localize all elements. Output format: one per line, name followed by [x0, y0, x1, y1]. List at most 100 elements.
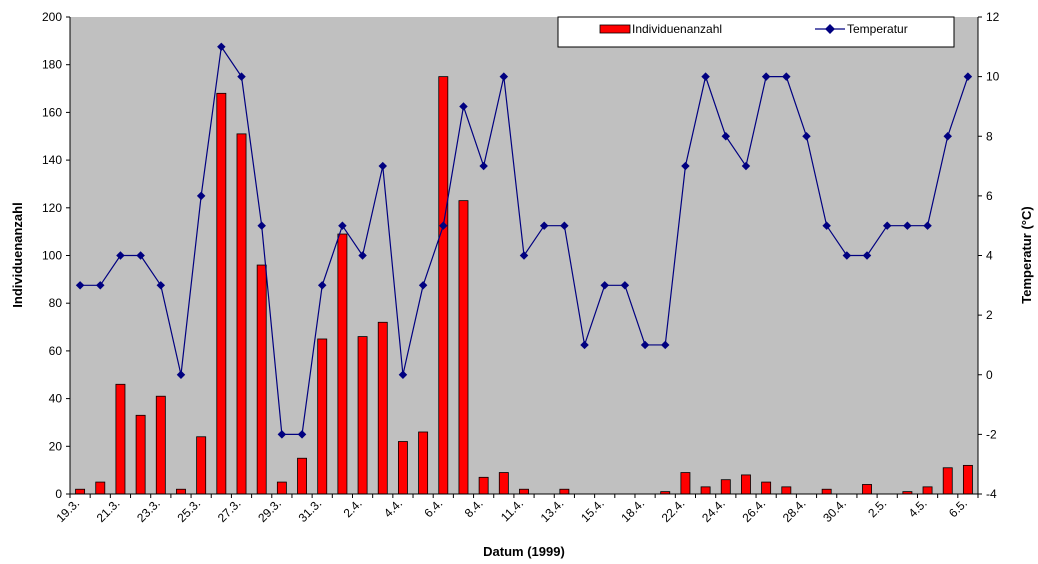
x-axis-title: Datum (1999): [483, 544, 565, 559]
bar: [236, 133, 247, 495]
temperature-point: [398, 370, 408, 379]
bar: [196, 436, 207, 495]
left-tick-label: 140: [42, 153, 62, 167]
bar: [519, 488, 529, 495]
bar: [256, 264, 267, 495]
bar: [498, 472, 509, 495]
bar: [741, 474, 751, 495]
bar: [680, 472, 691, 495]
legend-bar-label: Individuenanzahl: [632, 22, 722, 36]
left-tick-label: 100: [42, 249, 62, 263]
right-tick-label: 12: [986, 10, 1000, 24]
temperature-point: [277, 430, 287, 439]
right-tick-label: -2: [986, 427, 997, 441]
bar: [942, 467, 953, 495]
right-tick-label: 10: [986, 70, 1000, 84]
right-tick-label: 8: [986, 129, 993, 143]
bar: [438, 76, 449, 495]
y-axis-title-left: Individuenanzahl: [10, 202, 25, 307]
bar: [75, 488, 86, 495]
x-tick-label: 2.5.: [865, 496, 889, 520]
right-tick-label: 2: [986, 308, 993, 322]
x-tick-label: 4.4.: [381, 496, 405, 520]
bar: [397, 441, 408, 495]
temperature-point: [580, 340, 589, 350]
x-tick-label: 11.4.: [498, 496, 526, 524]
x-tick-label: 8.4.: [462, 496, 486, 520]
temperature-point: [660, 340, 670, 350]
temperature-point: [620, 281, 630, 290]
temperature-point: [600, 281, 609, 290]
right-tick-label: 0: [986, 368, 993, 382]
x-tick-label: 23.3.: [134, 496, 163, 525]
bar: [176, 488, 186, 495]
bar: [135, 414, 146, 495]
bar: [781, 486, 792, 495]
left-tick-label: 20: [49, 439, 63, 453]
left-tick-label: 40: [49, 392, 63, 406]
bar: [216, 92, 227, 495]
x-tick-label: 6.4.: [421, 496, 445, 520]
bar: [761, 481, 772, 495]
left-tick-label: 60: [49, 344, 63, 358]
bar: [317, 338, 328, 495]
temperature-point: [640, 340, 650, 350]
right-axis-ticks: -4 -2 0 2 4 6 8 10 12: [978, 10, 1000, 501]
temperature-point: [237, 72, 246, 81]
left-tick-label: 160: [42, 105, 62, 119]
x-tick-label: 28.4.: [780, 496, 809, 525]
x-tick-label: 27.3.: [215, 496, 244, 525]
bar: [720, 479, 731, 495]
left-tick-label: 80: [49, 296, 63, 310]
bar: [418, 431, 429, 495]
bar: [95, 481, 106, 495]
bar: [478, 476, 489, 495]
temperature-point: [75, 281, 85, 290]
bar: [155, 395, 166, 495]
x-tick-label: 2.4.: [341, 496, 365, 520]
bar: [821, 488, 832, 495]
legend: Individuenanzahl Temperatur: [557, 16, 955, 48]
bar: [337, 233, 348, 495]
x-tick-label: 26.4.: [739, 496, 768, 525]
temperature-point: [257, 221, 266, 230]
temperature-point: [116, 251, 125, 260]
x-tick-label: 13.4.: [538, 496, 567, 525]
temperature-point: [338, 221, 347, 230]
temperature-point: [418, 281, 428, 290]
left-tick-label: 0: [55, 487, 62, 501]
x-tick-label: 25.3.: [174, 496, 203, 525]
x-tick-label: 21.3.: [94, 496, 123, 525]
x-tick-label: 22.4.: [659, 496, 688, 525]
bar-series: [75, 76, 973, 495]
x-tick-label: 6.5.: [946, 496, 970, 520]
temperature-point: [136, 251, 145, 260]
legend-bar-swatch: [599, 24, 631, 34]
x-tick-label: 4.5.: [906, 496, 930, 520]
x-tick-label: 29.3.: [255, 496, 284, 525]
x-tick-label: 18.4.: [618, 496, 647, 525]
left-tick-label: 200: [42, 10, 62, 24]
x-tick-label: 15.4.: [578, 496, 607, 525]
temperature-point: [499, 72, 509, 81]
x-tick-label: 24.4.: [699, 496, 728, 525]
bar: [377, 321, 388, 495]
right-tick-label: 4: [986, 249, 993, 263]
bar: [357, 336, 368, 495]
temperature-point: [317, 281, 327, 290]
bar: [559, 488, 570, 495]
legend-line-label: Temperatur: [847, 22, 908, 36]
left-tick-label: 180: [42, 58, 62, 72]
bar: [458, 200, 469, 495]
bar: [297, 457, 307, 495]
legend-line-marker: [825, 24, 835, 34]
right-tick-label: -4: [986, 487, 997, 501]
left-tick-label: 120: [42, 201, 62, 215]
right-tick-label: 6: [986, 189, 993, 203]
temperature-point: [378, 161, 388, 171]
temperature-point: [358, 251, 367, 260]
temperature-point: [176, 370, 186, 379]
bar: [700, 486, 711, 495]
